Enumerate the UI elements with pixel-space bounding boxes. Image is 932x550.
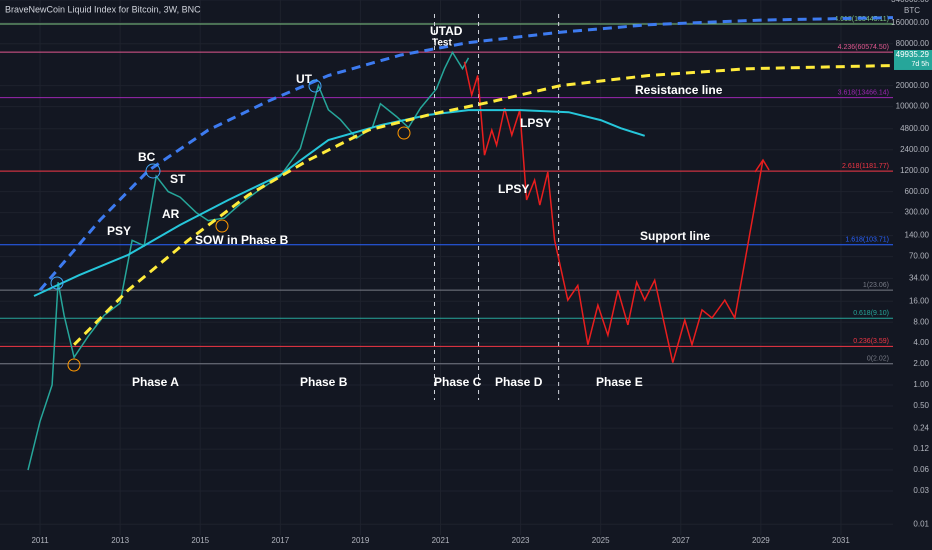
- last-price-badge: [894, 49, 932, 70]
- x-tick-label: 2025: [592, 536, 610, 545]
- y-tick-label: 0.03: [913, 486, 929, 495]
- axis-label: BTC: [904, 6, 920, 15]
- y-tick-label: 600.00: [905, 187, 930, 196]
- y-tick-label: 4.00: [913, 338, 929, 347]
- y-tick-label: 16.00: [909, 296, 930, 305]
- y-tick-label: 0.24: [913, 423, 929, 432]
- y-tick-label: 0.12: [913, 444, 929, 453]
- x-tick-label: 2027: [672, 536, 690, 545]
- annotation: LPSY: [520, 116, 551, 130]
- fib-level-label: 3.618(13466.14): [838, 89, 889, 96]
- fib-level-label: 4.236(60574.50): [838, 44, 889, 51]
- y-tick-label: 140.00: [905, 231, 930, 240]
- series-line: [463, 61, 764, 363]
- series-line: [73, 64, 894, 346]
- y-tick-label: 4800.00: [900, 124, 929, 133]
- annotation: BC: [138, 150, 156, 164]
- annotation: Test: [432, 38, 452, 49]
- y-tick-label: 160000.00: [891, 18, 929, 27]
- x-tick-label: 2021: [432, 536, 450, 545]
- annotation: Support line: [640, 229, 710, 243]
- y-tick-label: 1200.00: [900, 166, 929, 175]
- chart-title: BraveNewCoin Liquid Index for Bitcoin, 3…: [5, 4, 201, 14]
- countdown: 7d 5h: [911, 61, 929, 68]
- y-tick-label: 2400.00: [900, 145, 929, 154]
- annotation: Phase E: [596, 375, 643, 389]
- fib-level-label: 1(23.06): [863, 282, 889, 289]
- y-tick-label: 2.00: [913, 359, 929, 368]
- marker-circle: [67, 358, 81, 372]
- x-tick-label: 2029: [752, 536, 770, 545]
- annotation: Phase D: [495, 375, 543, 389]
- annotation: Phase A: [132, 375, 179, 389]
- arrow-head: [754, 158, 770, 173]
- y-tick-label: 0.06: [913, 465, 929, 474]
- y-tick-label: 8.00: [913, 317, 929, 326]
- annotation: Phase C: [434, 375, 482, 389]
- fib-level-label: 0.618(9.10): [853, 310, 889, 317]
- marker-circle: [308, 79, 322, 93]
- fib-level-label: 0(2.02): [867, 356, 889, 363]
- marker-circle: [215, 219, 229, 233]
- marker-circle: [397, 126, 411, 140]
- x-tick-label: 2017: [271, 536, 289, 545]
- annotation: PSY: [107, 224, 131, 238]
- y-tick-label: 10000.00: [896, 102, 930, 111]
- x-tick-label: 2019: [352, 536, 370, 545]
- fib-level-label: 2.618(1181.77): [842, 163, 889, 170]
- annotations: UTAD Test UT BC ST AR PSY SOW in Phase B…: [107, 24, 723, 389]
- annotation: AR: [162, 207, 180, 221]
- marker-circle: [50, 276, 64, 290]
- annotation: LPSY: [498, 182, 529, 196]
- y-tick-label: 340000.00: [891, 0, 929, 4]
- fib-level-label: 1.618(103.71): [845, 237, 889, 244]
- marker-circle: [145, 163, 161, 179]
- axes: 2011 2013 2015 2017 2019 2021 2023 2025 2027 2029…: [31, 0, 932, 545]
- y-tick-label: 0.50: [913, 401, 929, 410]
- annotation: ST: [170, 172, 186, 186]
- y-tick-label: 80000.00: [896, 39, 930, 48]
- x-tick-label: 2011: [31, 536, 49, 545]
- x-tick-label: 2015: [191, 536, 209, 545]
- series-line: [38, 16, 894, 292]
- y-tick-label: 0.01: [913, 519, 929, 528]
- y-tick-label: 20000.00: [896, 81, 930, 90]
- markers: [50, 79, 770, 372]
- y-tick-label: 1.00: [913, 380, 929, 389]
- x-tick-label: 2013: [111, 536, 129, 545]
- levels: 4.618(153445.11)4.236(60574.50)3.618(134…: [0, 14, 893, 400]
- annotation: SOW in Phase B: [195, 233, 289, 247]
- annotation: UTAD: [430, 24, 463, 38]
- last-price: 49935.29: [896, 50, 930, 59]
- annotation: Phase B: [300, 375, 348, 389]
- x-tick-label: 2023: [512, 536, 530, 545]
- fib-level-label: 0.236(3.59): [853, 338, 889, 345]
- x-tick-label: 2031: [832, 536, 850, 545]
- series: [27, 16, 894, 471]
- annotation: UT: [296, 72, 313, 86]
- series-line: [33, 109, 646, 297]
- annotation: Resistance line: [635, 83, 723, 97]
- y-tick-label: 70.00: [909, 252, 930, 261]
- price-axis: [893, 0, 932, 550]
- y-tick-label: 34.00: [909, 274, 930, 283]
- y-tick-label: 300.00: [905, 208, 930, 217]
- series-line: [27, 50, 470, 471]
